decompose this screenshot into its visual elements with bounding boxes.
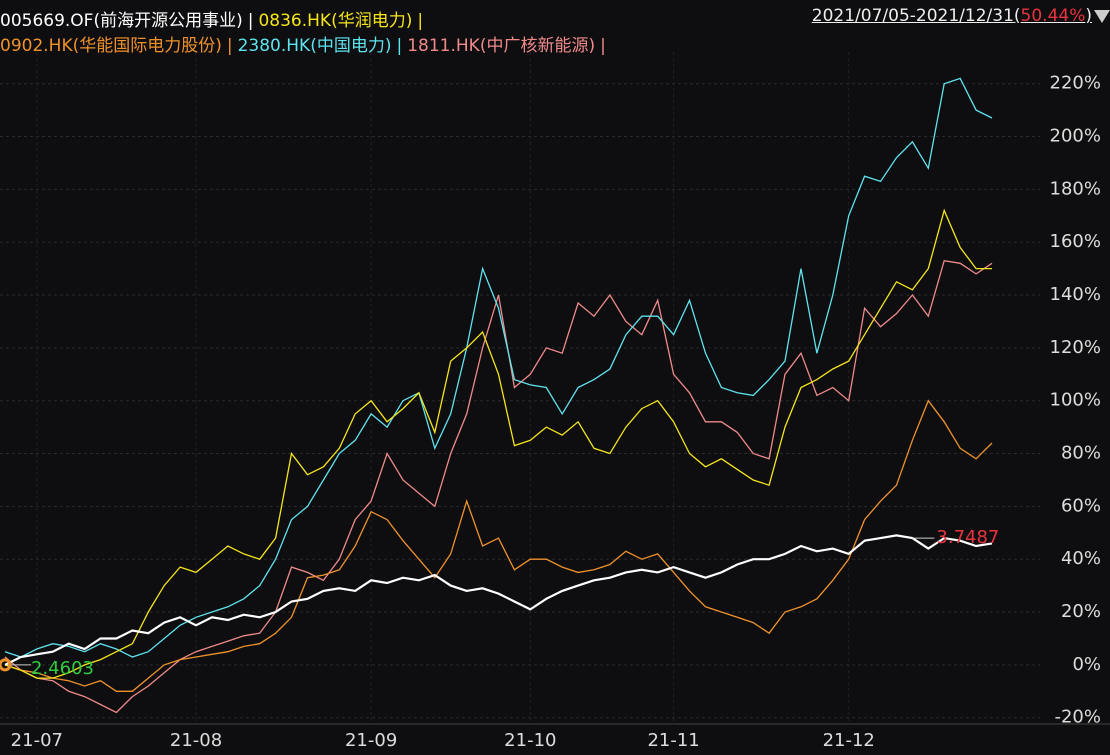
y-tick-label: 60% [1061, 495, 1101, 516]
y-tick-label: 140% [1050, 284, 1101, 305]
legend-entry: 1811.HK(中广核新能源) [407, 36, 596, 56]
legend-entry: 2380.HK(中国电力) [237, 36, 392, 56]
period-info[interactable]: 2021/07/05-2021/12/31(50.44%) [812, 6, 1092, 26]
y-tick-label: 220% [1050, 73, 1101, 94]
x-tick-label: 21-08 [170, 730, 222, 751]
y-tick-label: 200% [1050, 126, 1101, 147]
separator: | [396, 36, 403, 56]
y-tick-label: 80% [1061, 443, 1101, 464]
legend-entry: 005669.OF(前海开源公用事业) [0, 11, 243, 31]
change: 50.44% [1020, 6, 1086, 26]
y-tick-label: 100% [1050, 390, 1101, 411]
legend-entry: 0902.HK(华能国际电力股份) [0, 36, 222, 56]
y-tick-label: 160% [1050, 231, 1101, 252]
separator: | [247, 11, 254, 31]
date-range: 2021/07/05-2021/12/31 [811, 6, 1014, 26]
y-tick-label: -20% [1054, 707, 1101, 728]
x-tick-label: 21-07 [11, 730, 63, 751]
annotation: 3.7487 [936, 527, 999, 548]
paren: ) [1085, 6, 1092, 26]
annotation: 2.4603 [31, 658, 94, 679]
y-tick-label: 40% [1061, 548, 1101, 569]
x-tick-label: 21-11 [647, 730, 699, 751]
series-line [4, 534, 993, 666]
separator: | [417, 11, 424, 31]
x-tick-label: 21-12 [823, 730, 875, 751]
paren: ( [1013, 6, 1021, 26]
series-line [4, 77, 993, 658]
series-line [4, 208, 992, 679]
separator: | [226, 36, 233, 56]
start-marker [0, 658, 12, 672]
y-tick-label: 180% [1050, 178, 1101, 199]
y-tick-label: 20% [1061, 601, 1101, 622]
legend-entry: 0836.HK(华润电力) [258, 11, 413, 31]
legend-row: 0902.HK(华能国际电力股份) | 2380.HK(中国电力) | 1811.HK(… [0, 31, 611, 56]
series-line [4, 259, 993, 714]
x-tick-label: 21-10 [504, 730, 556, 751]
y-tick-label: 0% [1072, 654, 1101, 675]
dropdown-icon[interactable] [1094, 10, 1110, 23]
series-line [4, 399, 993, 692]
x-tick-label: 21-09 [345, 730, 397, 751]
separator: | [600, 36, 606, 56]
y-tick-label: 120% [1050, 337, 1101, 358]
legend-row: 005669.OF(前海开源公用事业) | 0836.HK(华润电力) | [0, 6, 428, 31]
